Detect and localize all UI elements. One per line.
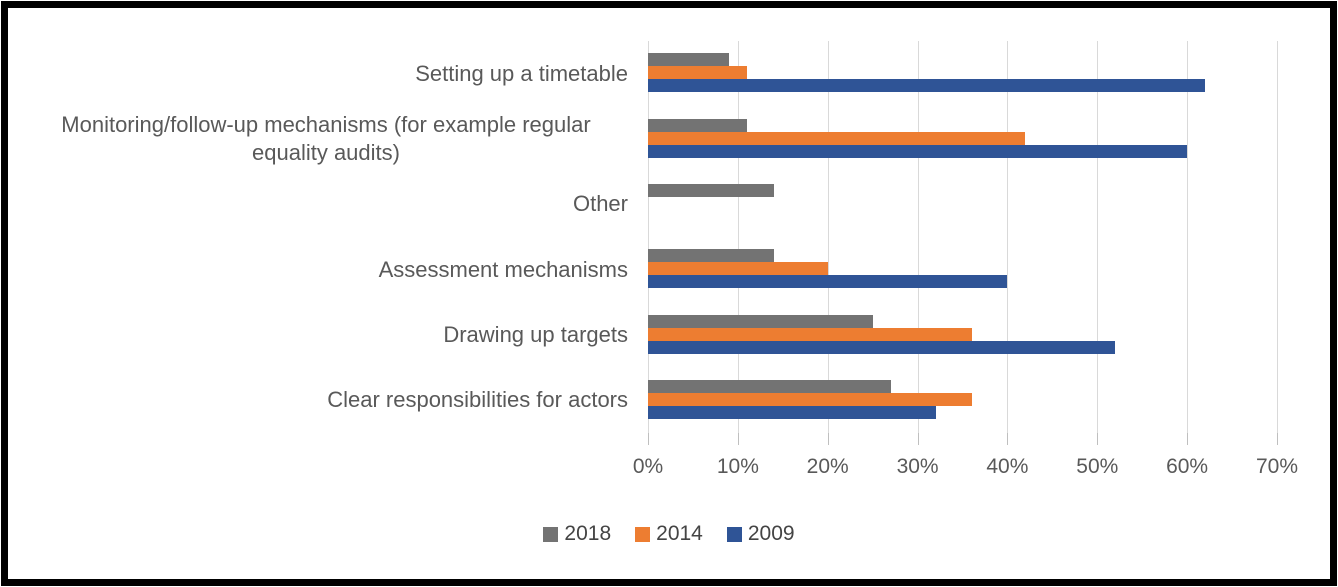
legend-item-2009: 2009 (726, 522, 795, 546)
bar-2014-setting-up-a-timetable (648, 66, 747, 80)
bar-2009-monitoring-follow-up-mechanisms-for-exam (648, 144, 1188, 158)
bar-2018-drawing-up-targets (648, 314, 873, 328)
x-axis-tick-label: 70% (1255, 455, 1299, 478)
category-label-text: Setting up a timetable (415, 60, 628, 86)
gridline-10pct (737, 41, 739, 433)
bar-2009-drawing-up-targets (648, 340, 1116, 354)
gridline-0pct (648, 41, 649, 433)
bar-2014-clear-responsibilities-for-actors (648, 393, 972, 407)
legend-item-2018: 2018 (543, 522, 611, 546)
x-axis-tick-label: 60% (1166, 455, 1209, 478)
bar-2009-assessment-mechanisms (648, 275, 1008, 289)
legend-label-2009: 2009 (747, 522, 795, 545)
bar-2014-monitoring-follow-up-mechanisms-for-exam (648, 131, 1026, 145)
legend-marker-2009 (726, 526, 742, 542)
bar-2009-setting-up-a-timetable (648, 79, 1206, 93)
category-label-text: Clear responsibilities for actors (327, 387, 628, 413)
category-label-text: Assessment mechanisms (378, 256, 628, 282)
x-axis-tick-label: 50% (1076, 455, 1119, 478)
axis-tick-50pct (1097, 433, 1099, 445)
category-axis-labels: Setting up a timetable Monitoring/follow-… (24, 41, 628, 433)
legend-label-2014: 2014 (656, 522, 703, 545)
x-axis-tick-label: 20% (806, 455, 849, 478)
category-label-monitoring-follow-up-mechanisms-for-exam: Monitoring/follow-up mechanisms (for exa… (24, 106, 628, 171)
category-label-text: Other (572, 191, 628, 217)
legend-item-2014: 2014 (635, 522, 703, 546)
plot-area (648, 41, 1278, 433)
gridline-40pct (1007, 41, 1009, 433)
legend-label-2018: 2018 (564, 522, 612, 545)
bar-2018-monitoring-follow-up-mechanisms-for-exam (648, 118, 747, 132)
axis-tick-40pct (1007, 433, 1009, 445)
axis-tick-10pct (737, 433, 739, 445)
x-axis-tick-label: 0% (632, 455, 664, 478)
category-label-setting-up-a-timetable: Setting up a timetable (24, 41, 628, 106)
category-label-text: Monitoring/follow-up mechanisms (for exa… (61, 111, 591, 165)
x-axis-tick-label: 40% (986, 455, 1029, 478)
axis-tick-0pct (648, 433, 649, 445)
category-label-text: Drawing up targets (443, 321, 628, 347)
bar-2014-drawing-up-targets (648, 327, 972, 341)
bar-2009-clear-responsibilities-for-actors (648, 406, 936, 420)
bar-2018-other (648, 183, 774, 197)
axis-tick-60pct (1187, 433, 1189, 445)
bar-2018-clear-responsibilities-for-actors (648, 379, 891, 393)
gridline-20pct (827, 41, 829, 433)
legend: 2018 2014 2009 (0, 522, 1338, 546)
legend-marker-2018 (543, 526, 559, 542)
bar-2018-assessment-mechanisms (648, 249, 774, 263)
axis-tick-70pct (1277, 433, 1278, 445)
gridline-30pct (917, 41, 919, 433)
category-label-clear-responsibilities-for-actors: Clear responsibilities for actors (24, 368, 628, 433)
legend-marker-2014 (635, 526, 651, 542)
axis-tick-30pct (917, 433, 919, 445)
category-label-drawing-up-targets: Drawing up targets (24, 302, 628, 367)
bar-2014-assessment-mechanisms (648, 262, 828, 276)
gridline-60pct (1187, 41, 1189, 433)
gridline-70pct (1277, 41, 1278, 433)
bar-2018-setting-up-a-timetable (648, 53, 729, 67)
x-axis-tick-label: 10% (716, 455, 759, 478)
category-label-other: Other (24, 172, 628, 237)
axis-tick-20pct (827, 433, 829, 445)
x-axis: 0% 10% 20% 30% 40% 50% 60% 70% (633, 433, 1298, 493)
category-label-assessment-mechanisms: Assessment mechanisms (24, 237, 628, 302)
x-axis-tick-label: 30% (896, 455, 939, 478)
gridline-50pct (1097, 41, 1099, 433)
